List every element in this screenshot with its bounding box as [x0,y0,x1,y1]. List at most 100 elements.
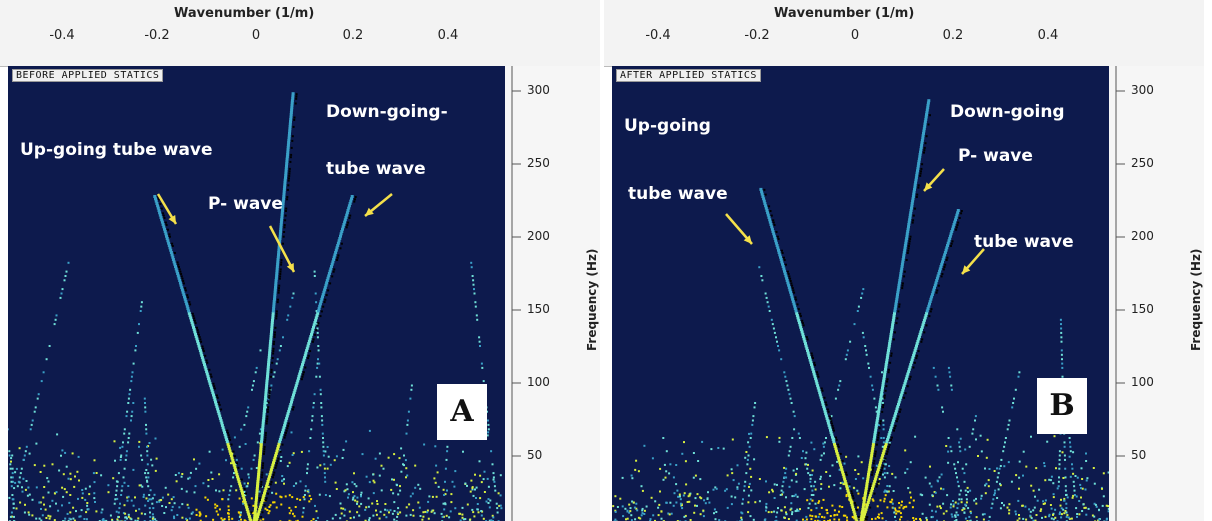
spectral-point [696,493,699,496]
event-point [287,141,291,145]
event-point [855,509,858,511]
spectral-point [1060,498,1062,501]
spectral-point [319,393,322,396]
spectral-point [896,510,899,513]
spectral-point [180,475,183,478]
event-point [288,124,292,128]
spectral-point [963,511,966,514]
spectral-point [311,419,314,422]
spectral-point [69,511,72,514]
spectral-point [459,512,462,515]
event-point [887,433,891,437]
event-point [270,330,273,334]
spectral-point [244,443,247,445]
spectral-point [290,509,293,512]
event-point [281,430,284,434]
spectral-point [999,484,1002,487]
event-point [203,365,207,369]
spectral-point [679,498,682,501]
spectral-point [722,447,725,450]
spectral-point [806,467,809,470]
spectral-point [84,498,87,501]
spectral-point [748,482,751,485]
spectral-point [130,499,133,502]
event-point [198,333,200,336]
spectral-point [466,484,468,487]
event-point [290,106,294,110]
spectral-point [435,464,438,467]
spectral-point [773,510,776,513]
spectral-point [628,511,631,514]
spectral-point [823,516,826,519]
spectral-point [36,397,39,400]
spectral-point [641,509,644,512]
spectral-point [387,456,390,459]
spectral-point [1060,349,1063,352]
spectral-point [234,463,237,466]
event-point [792,289,795,292]
spectral-point [1059,504,1062,507]
event-point [899,272,903,275]
spectral-point [189,471,192,474]
spectral-point [1084,506,1087,509]
event-point [907,245,910,247]
event-point [863,512,867,516]
event-point [907,249,910,252]
event-point [863,494,867,497]
event-point [851,492,854,495]
spectral-point [900,516,903,518]
spectral-point [822,445,825,448]
event-point [917,350,920,353]
event-point [279,230,283,233]
spectral-point [478,336,481,339]
event-point [823,409,827,413]
spectral-point [55,491,58,494]
spectral-point [707,491,709,494]
spectral-point [784,375,787,378]
spectral-point [1050,507,1053,510]
annotation-arrowhead [924,182,933,191]
spectral-point [240,511,242,514]
spectral-point [911,506,914,509]
spectral-point [51,463,54,466]
event-point [169,248,173,252]
spectral-point [86,504,89,507]
spectral-point [1050,475,1053,478]
y-tick: 200 [527,229,550,243]
spectral-point [360,494,362,496]
spectral-point [223,518,226,521]
spectral-point [1081,478,1084,480]
spectral-point [253,454,256,457]
spectral-point [732,479,735,482]
event-point [881,454,885,458]
event-point [279,225,283,229]
spectral-point [814,480,817,483]
spectral-point [1069,475,1072,478]
spectral-point [641,512,644,515]
spectral-point [871,518,873,521]
spectral-point [844,358,847,361]
spectral-point [122,476,125,479]
spectral-point [123,467,126,470]
event-point [214,402,218,406]
spectral-point [736,487,739,490]
spectral-point [72,517,75,520]
event-point [186,307,190,311]
event-point [301,375,304,378]
spectral-point [105,519,108,521]
spectral-point [146,445,148,448]
spectral-point [621,505,624,508]
spectral-point [132,504,135,507]
event-point [347,206,351,210]
event-point [896,288,900,292]
event-point [884,365,888,369]
spectral-point [296,497,299,500]
event-point [878,461,882,465]
spectral-point [152,519,155,521]
spectral-point [1060,340,1063,343]
spectral-point [998,467,1001,470]
event-point [278,287,280,290]
spectral-point [1060,513,1063,516]
event-point [864,487,868,490]
event-point [286,152,290,156]
